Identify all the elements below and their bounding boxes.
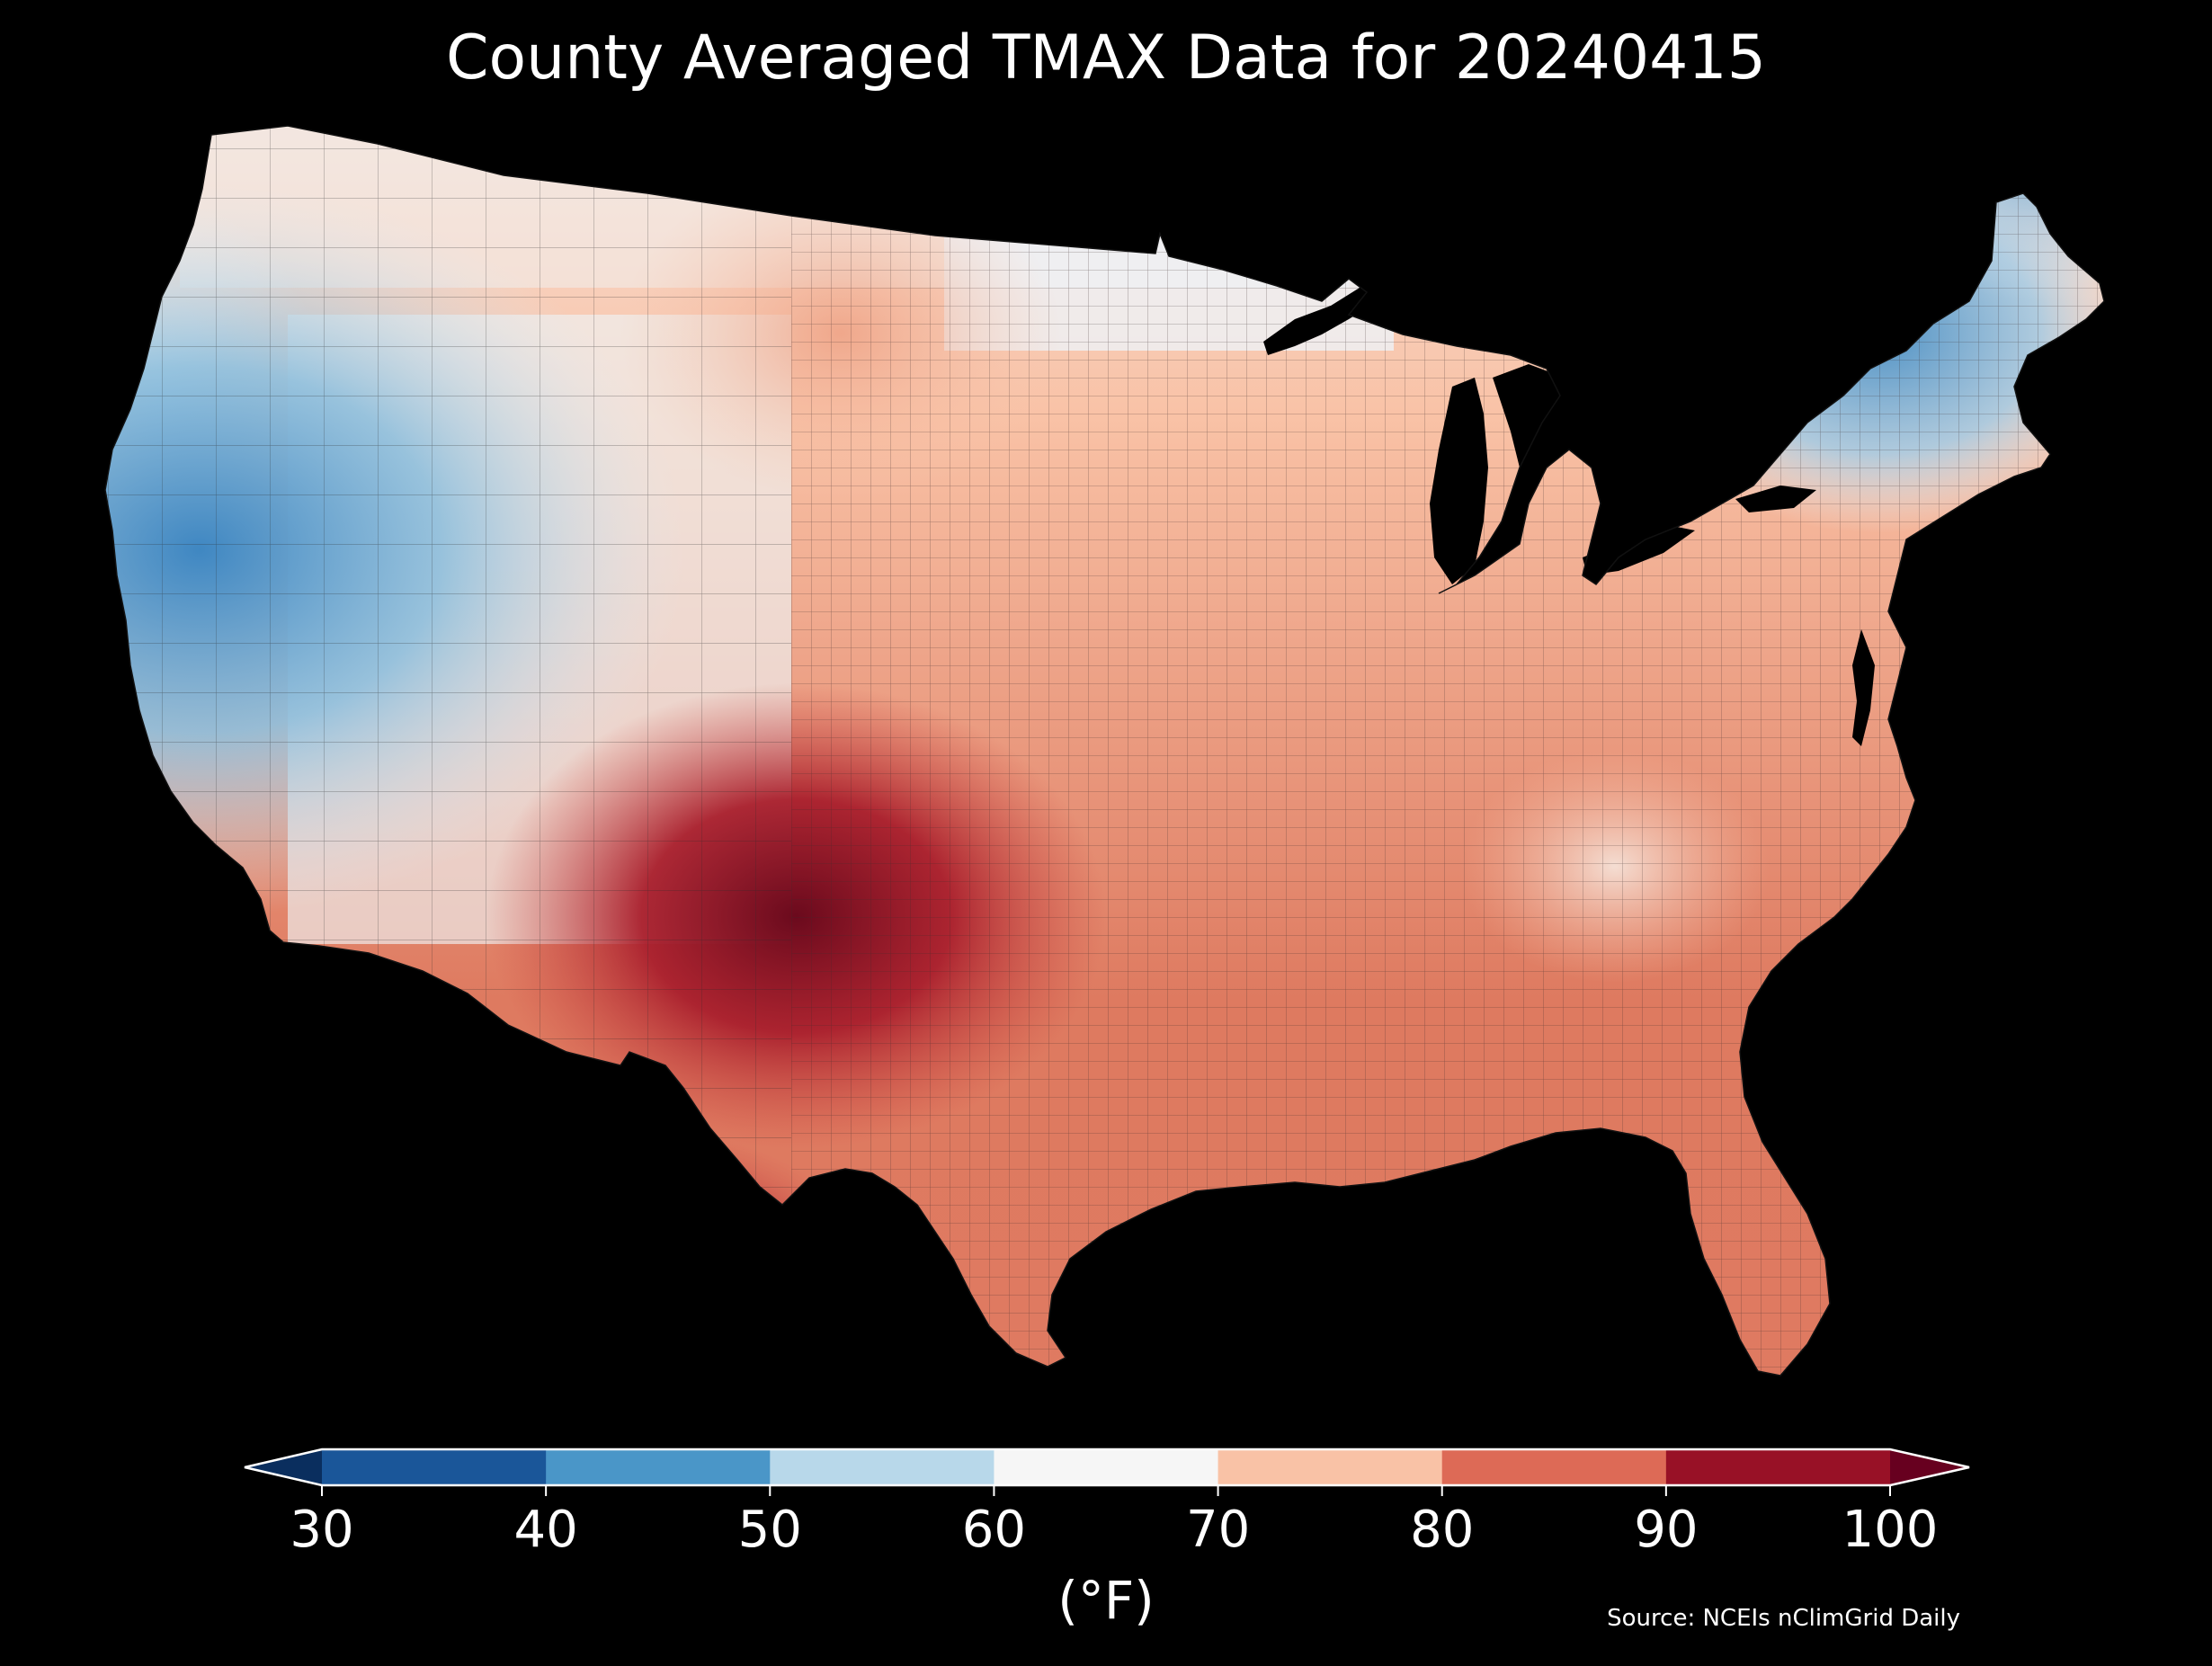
lake-huron bbox=[1493, 364, 1569, 486]
chesapeake-bay bbox=[1852, 629, 1875, 746]
lake-erie bbox=[1583, 526, 1695, 575]
lake-superior bbox=[1263, 283, 1385, 355]
colorbar-bin-30-40 bbox=[322, 1449, 547, 1485]
lake-ontario bbox=[1735, 486, 1816, 512]
page-title: County Averaged TMAX Data for 20240415 bbox=[446, 22, 1766, 94]
colorbar-tick-label: 60 bbox=[962, 1501, 1026, 1559]
colorbar-tick-label: 80 bbox=[1410, 1501, 1474, 1559]
colorbar-tick-label: 40 bbox=[514, 1501, 578, 1559]
colorbar-bin-50-60 bbox=[770, 1449, 995, 1485]
colorbar-bin-60-70 bbox=[994, 1449, 1219, 1485]
colorbar-tick-label: 90 bbox=[1634, 1501, 1698, 1559]
colorbar-bin-40-50 bbox=[546, 1449, 771, 1485]
source-note: Source: NCEIs nClimGrid Daily bbox=[1607, 1605, 1960, 1632]
colorbar-tick-label: 100 bbox=[1842, 1501, 1939, 1559]
lake-michigan bbox=[1430, 378, 1488, 584]
colorbar-under-extension bbox=[245, 1449, 322, 1485]
great-lakes bbox=[1263, 283, 1816, 584]
colorbar-bin-70-80 bbox=[1217, 1449, 1443, 1485]
colorbar-tick-label: 70 bbox=[1186, 1501, 1250, 1559]
colorbar-over-extension bbox=[1890, 1449, 1969, 1485]
colorbar-bin-90-100 bbox=[1665, 1449, 1891, 1485]
colorbar-tick-label: 50 bbox=[738, 1501, 802, 1559]
colorbar-bin-80-90 bbox=[1441, 1449, 1667, 1485]
colorbar-label: (°F) bbox=[1057, 1570, 1155, 1631]
colorbar-tick-label: 30 bbox=[290, 1501, 353, 1559]
